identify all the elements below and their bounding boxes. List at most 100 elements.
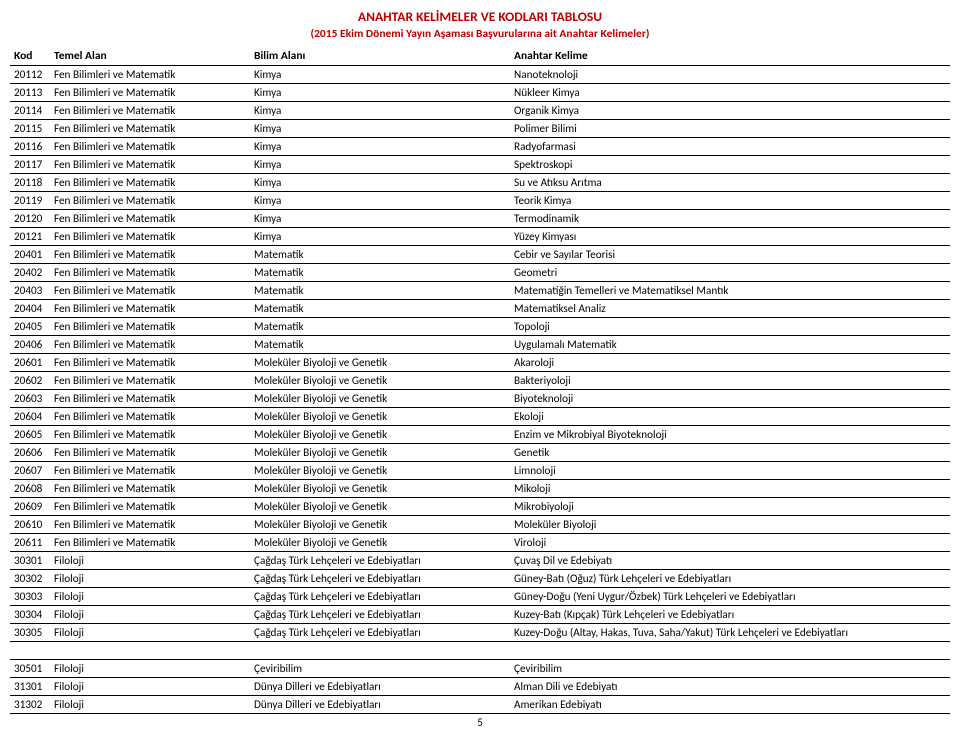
spacer-cell bbox=[50, 642, 250, 660]
table-cell: Kimya bbox=[250, 192, 510, 210]
table-cell: Fen Bilimleri ve Matematik bbox=[50, 300, 250, 318]
table-cell: Amerikan Edebiyatı bbox=[510, 696, 950, 714]
table-cell: Ekoloji bbox=[510, 408, 950, 426]
spacer-cell bbox=[250, 642, 510, 660]
spacer-row bbox=[10, 642, 950, 660]
table-cell: 30302 bbox=[10, 570, 50, 588]
table-cell: 20609 bbox=[10, 498, 50, 516]
table-cell: Moleküler Biyoloji ve Genetik bbox=[250, 498, 510, 516]
table-cell: 20603 bbox=[10, 390, 50, 408]
table-row: 20611Fen Bilimleri ve MatematikMoleküler… bbox=[10, 534, 950, 552]
table-row: 20114Fen Bilimleri ve MatematikKimyaOrga… bbox=[10, 102, 950, 120]
table-row: 30301FilolojiÇağdaş Türk Lehçeleri ve Ed… bbox=[10, 552, 950, 570]
table-cell: 31301 bbox=[10, 678, 50, 696]
table-cell: Kuzey-Batı (Kıpçak) Türk Lehçeleri ve Ed… bbox=[510, 606, 950, 624]
table-cell: Radyofarmasi bbox=[510, 138, 950, 156]
table-row: 20603Fen Bilimleri ve MatematikMoleküler… bbox=[10, 390, 950, 408]
table-cell: Çuvaş Dil ve Edebiyatı bbox=[510, 552, 950, 570]
table-cell: 20606 bbox=[10, 444, 50, 462]
table-cell: 20116 bbox=[10, 138, 50, 156]
table-cell: Limnoloji bbox=[510, 462, 950, 480]
table-row: 20118Fen Bilimleri ve MatematikKimyaSu v… bbox=[10, 174, 950, 192]
table-cell: Viroloji bbox=[510, 534, 950, 552]
table-cell: Bakteriyoloji bbox=[510, 372, 950, 390]
table-cell: Filoloji bbox=[50, 696, 250, 714]
table-cell: Fen Bilimleri ve Matematik bbox=[50, 516, 250, 534]
table-cell: Fen Bilimleri ve Matematik bbox=[50, 444, 250, 462]
table-cell: Matematik bbox=[250, 282, 510, 300]
keywords-table: Kod Temel Alan Bilim Alanı Anahtar Kelim… bbox=[10, 47, 950, 714]
table-cell: Moleküler Biyoloji ve Genetik bbox=[250, 354, 510, 372]
table-row: 20404Fen Bilimleri ve MatematikMatematik… bbox=[10, 300, 950, 318]
col-kod: Kod bbox=[10, 47, 50, 66]
table-cell: 20113 bbox=[10, 84, 50, 102]
table-cell: Moleküler Biyoloji ve Genetik bbox=[250, 462, 510, 480]
table-cell: Moleküler Biyoloji ve Genetik bbox=[250, 426, 510, 444]
table-cell: Matematik bbox=[250, 264, 510, 282]
table-cell: Enzim ve Mikrobiyal Biyoteknoloji bbox=[510, 426, 950, 444]
table-cell: Teorik Kimya bbox=[510, 192, 950, 210]
table-cell: Fen Bilimleri ve Matematik bbox=[50, 498, 250, 516]
table-cell: Genetik bbox=[510, 444, 950, 462]
table-cell: Fen Bilimleri ve Matematik bbox=[50, 102, 250, 120]
table-row: 20607Fen Bilimleri ve MatematikMoleküler… bbox=[10, 462, 950, 480]
table-cell: 20610 bbox=[10, 516, 50, 534]
table-cell: 20406 bbox=[10, 336, 50, 354]
table-cell: Topoloji bbox=[510, 318, 950, 336]
table-cell: Moleküler Biyoloji ve Genetik bbox=[250, 408, 510, 426]
table-cell: 20402 bbox=[10, 264, 50, 282]
table-cell: 20118 bbox=[10, 174, 50, 192]
table-cell: Matematik bbox=[250, 246, 510, 264]
table-cell: Kimya bbox=[250, 66, 510, 84]
table-cell: Moleküler Biyoloji ve Genetik bbox=[250, 516, 510, 534]
table-row: 20117Fen Bilimleri ve MatematikKimyaSpek… bbox=[10, 156, 950, 174]
table-cell: Alman Dili ve Edebiyatı bbox=[510, 678, 950, 696]
table-cell: Moleküler Biyoloji ve Genetik bbox=[250, 444, 510, 462]
table-row: 20116Fen Bilimleri ve MatematikKimyaRady… bbox=[10, 138, 950, 156]
table-cell: 20115 bbox=[10, 120, 50, 138]
table-cell: Fen Bilimleri ve Matematik bbox=[50, 354, 250, 372]
page-title: ANAHTAR KELİMELER VE KODLARI TABLOSU bbox=[10, 8, 950, 25]
table-cell: 20611 bbox=[10, 534, 50, 552]
table-cell: 20403 bbox=[10, 282, 50, 300]
table-cell: Filoloji bbox=[50, 606, 250, 624]
table-cell: Moleküler Biyoloji ve Genetik bbox=[250, 534, 510, 552]
table-row: 31302FilolojiDünya Dilleri ve Edebiyatla… bbox=[10, 696, 950, 714]
table-cell: Filoloji bbox=[50, 552, 250, 570]
table-row: 20604Fen Bilimleri ve MatematikMoleküler… bbox=[10, 408, 950, 426]
table-cell: Güney-Doğu (Yeni Uygur/Özbek) Türk Lehçe… bbox=[510, 588, 950, 606]
table-cell: Fen Bilimleri ve Matematik bbox=[50, 192, 250, 210]
table-cell: Çağdaş Türk Lehçeleri ve Edebiyatları bbox=[250, 552, 510, 570]
table-cell: Spektroskopi bbox=[510, 156, 950, 174]
table-cell: Matematiksel Analiz bbox=[510, 300, 950, 318]
table-row: 20119Fen Bilimleri ve MatematikKimyaTeor… bbox=[10, 192, 950, 210]
table-row: 20120Fen Bilimleri ve MatematikKimyaTerm… bbox=[10, 210, 950, 228]
table-cell: Yüzey Kimyası bbox=[510, 228, 950, 246]
table-row: 31301FilolojiDünya Dilleri ve Edebiyatla… bbox=[10, 678, 950, 696]
table-cell: 20112 bbox=[10, 66, 50, 84]
table-cell: Kimya bbox=[250, 120, 510, 138]
table-cell: Fen Bilimleri ve Matematik bbox=[50, 120, 250, 138]
table-row: 20610Fen Bilimleri ve MatematikMoleküler… bbox=[10, 516, 950, 534]
table-row: 20609Fen Bilimleri ve MatematikMoleküler… bbox=[10, 498, 950, 516]
table-cell: Moleküler Biyoloji bbox=[510, 516, 950, 534]
col-temel-alan: Temel Alan bbox=[50, 47, 250, 66]
table-cell: Çağdaş Türk Lehçeleri ve Edebiyatları bbox=[250, 624, 510, 642]
table-cell: Matematik bbox=[250, 300, 510, 318]
table-row: 20113Fen Bilimleri ve MatematikKimyaNükl… bbox=[10, 84, 950, 102]
table-cell: Fen Bilimleri ve Matematik bbox=[50, 336, 250, 354]
spacer-cell bbox=[510, 642, 950, 660]
table-row: 20121Fen Bilimleri ve MatematikKimyaYüze… bbox=[10, 228, 950, 246]
table-cell: Kimya bbox=[250, 228, 510, 246]
table-cell: Fen Bilimleri ve Matematik bbox=[50, 210, 250, 228]
table-cell: 31302 bbox=[10, 696, 50, 714]
table-cell: Uygulamalı Matematik bbox=[510, 336, 950, 354]
table-cell: Fen Bilimleri ve Matematik bbox=[50, 480, 250, 498]
table-row: 30303FilolojiÇağdaş Türk Lehçeleri ve Ed… bbox=[10, 588, 950, 606]
table-cell: 20604 bbox=[10, 408, 50, 426]
table-cell: Termodinamik bbox=[510, 210, 950, 228]
page-number: 5 bbox=[10, 716, 950, 729]
table-row: 20406Fen Bilimleri ve MatematikMatematik… bbox=[10, 336, 950, 354]
table-cell: Dünya Dilleri ve Edebiyatları bbox=[250, 678, 510, 696]
table-cell: Polimer Bilimi bbox=[510, 120, 950, 138]
